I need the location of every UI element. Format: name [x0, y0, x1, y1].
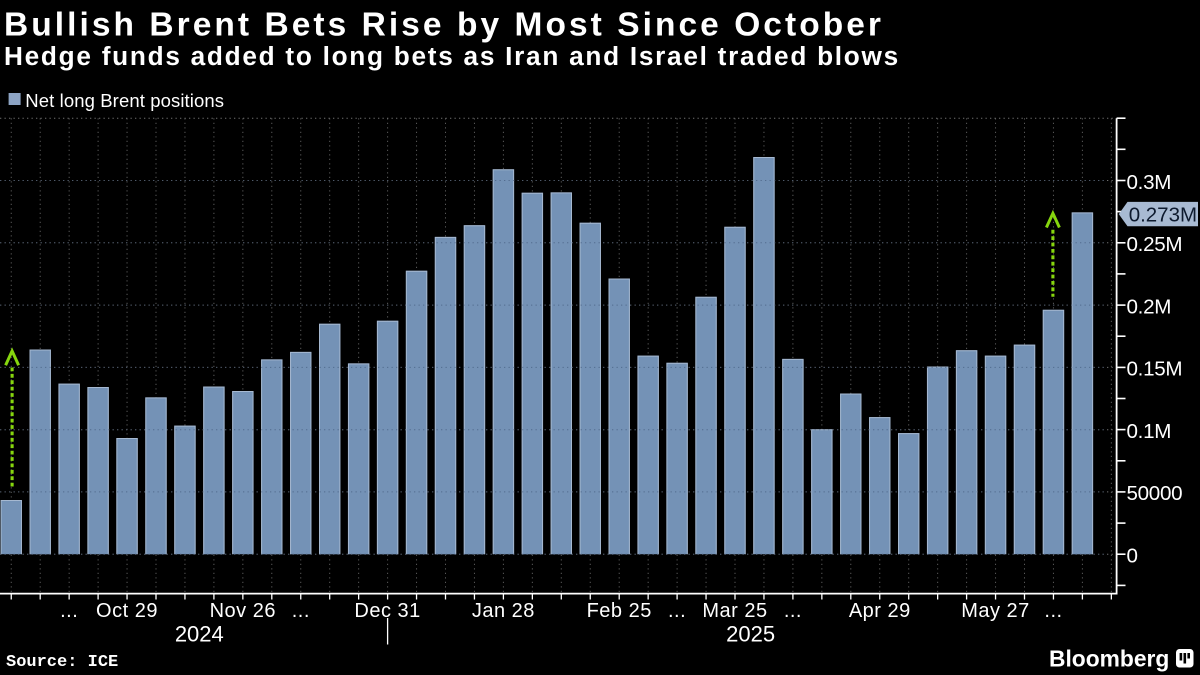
svg-text:0.1M: 0.1M [1127, 420, 1172, 443]
svg-text:2024: 2024 [175, 622, 224, 647]
svg-text:Dec 31: Dec 31 [354, 600, 420, 622]
svg-text:...: ... [60, 600, 78, 622]
svg-text:...: ... [668, 600, 686, 622]
svg-text:0.25M: 0.25M [1127, 233, 1183, 256]
svg-text:Feb 25: Feb 25 [587, 600, 652, 622]
svg-text:Jan 28: Jan 28 [472, 600, 535, 622]
svg-text:...: ... [292, 600, 310, 622]
svg-text:Hedge funds added to long bets: Hedge funds added to long bets as Iran a… [4, 41, 900, 71]
svg-text:Oct 29: Oct 29 [96, 600, 158, 622]
svg-text:2025: 2025 [726, 622, 775, 647]
svg-text:Net long Brent positions: Net long Brent positions [25, 90, 224, 111]
svg-text:...: ... [1044, 600, 1062, 622]
svg-text:0.2M: 0.2M [1127, 295, 1172, 318]
svg-text:Nov 26: Nov 26 [210, 600, 276, 622]
svg-text:Apr 29: Apr 29 [849, 600, 911, 622]
svg-text:...: ... [784, 600, 802, 622]
svg-text:50000: 50000 [1127, 482, 1183, 505]
svg-text:Bullish Brent Bets Rise by Mos: Bullish Brent Bets Rise by Most Since Oc… [4, 7, 884, 44]
svg-text:Mar 25: Mar 25 [702, 600, 767, 622]
svg-text:0.273M: 0.273M [1129, 204, 1197, 227]
svg-text:0.3M: 0.3M [1127, 171, 1172, 194]
svg-text:Source: ICE: Source: ICE [6, 653, 118, 672]
svg-text:0.15M: 0.15M [1127, 358, 1183, 381]
svg-text:May 27: May 27 [961, 600, 1030, 622]
svg-text:Bloomberg: Bloomberg [1049, 646, 1169, 672]
svg-text:0: 0 [1127, 545, 1138, 568]
